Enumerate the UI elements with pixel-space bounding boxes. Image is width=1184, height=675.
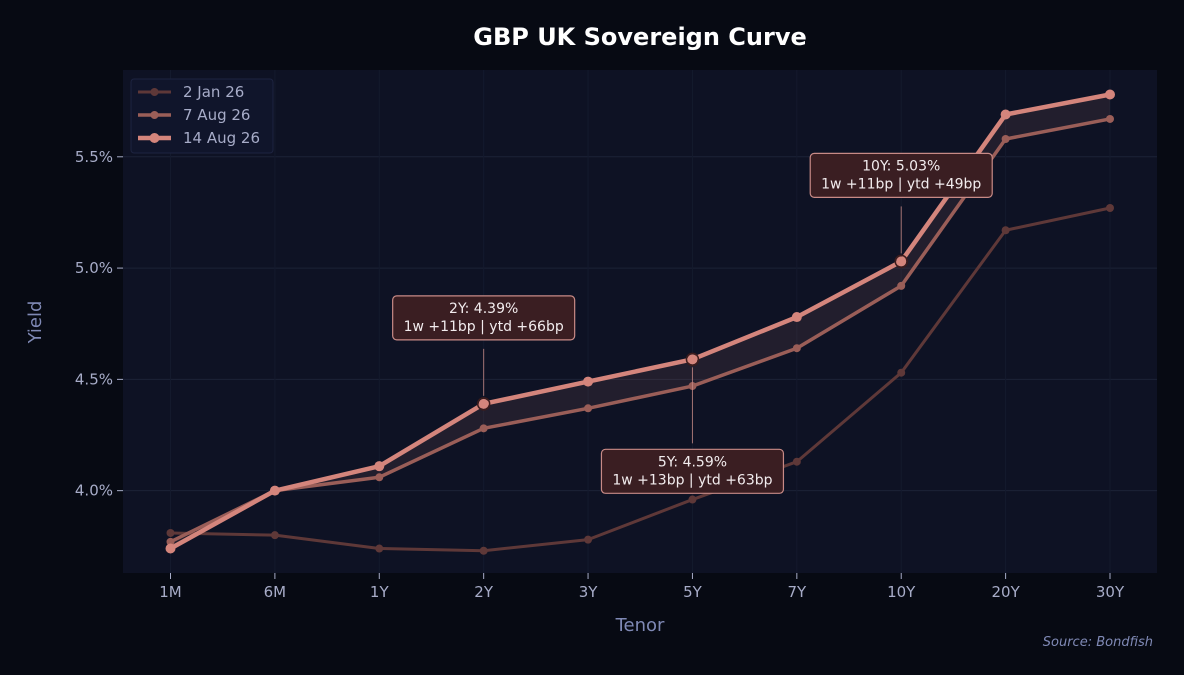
data-point	[687, 354, 698, 365]
data-point	[584, 535, 593, 544]
annotation-text: 1w +11bp | ytd +49bp	[821, 176, 981, 192]
data-point	[165, 543, 176, 554]
legend-marker	[150, 111, 159, 119]
data-point	[688, 495, 697, 504]
y-tick-labels: 4.0% 4.5% 5.0% 5.5%	[75, 148, 113, 500]
chart-title: GBP UK Sovereign Curve	[473, 23, 807, 51]
data-point	[1001, 226, 1010, 235]
data-point	[791, 312, 802, 323]
data-point	[792, 344, 801, 353]
data-point	[1001, 134, 1010, 143]
x-tick-label: 5Y	[683, 583, 703, 601]
data-point	[1106, 114, 1114, 123]
x-tick-label: 10Y	[887, 583, 916, 601]
y-tick-label: 5.0%	[75, 259, 113, 277]
x-axis-label: Tenor	[615, 615, 665, 636]
y-tick-label: 4.0%	[75, 482, 113, 500]
data-point	[583, 376, 594, 387]
x-tick-label: 1M	[159, 583, 182, 601]
series-line	[168, 117, 1112, 544]
annotation-text: 1w +13bp | ytd +63bp	[612, 472, 772, 488]
y-tick-label: 4.5%	[75, 370, 113, 388]
x-tick-labels: 1M 6M 1Y 2Y 3Y 5Y 7Y 10Y 20Y 30Y	[159, 583, 1125, 601]
x-tick-label: 2Y	[474, 583, 494, 601]
y-tick-label: 5.5%	[75, 148, 113, 166]
data-point	[375, 544, 384, 553]
data-point	[374, 461, 385, 472]
series-0	[166, 203, 1114, 555]
data-point	[792, 457, 801, 466]
annotation-text: 1w +11bp | ytd +66bp	[404, 319, 564, 335]
data-point	[1105, 89, 1115, 100]
x-tick-label: 20Y	[991, 583, 1020, 601]
y-axis-label: Yield	[25, 301, 46, 345]
annotation: 10Y: 5.03% 1w +11bp | ytd +49bp	[809, 152, 993, 269]
data-point	[1000, 109, 1011, 120]
data-point	[584, 404, 593, 413]
annotation: 2Y: 4.39% 1w +11bp | ytd +66bp	[392, 295, 576, 411]
series-1	[166, 114, 1114, 546]
legend-marker	[150, 88, 159, 96]
x-tick-label: 1Y	[370, 583, 390, 601]
data-point	[1106, 203, 1114, 212]
legend-box	[130, 78, 274, 154]
legend-item: 2 Jan 26	[138, 83, 244, 101]
legend: 2 Jan 26 7 Aug 26 14 Aug 26	[130, 78, 274, 154]
data-point	[269, 485, 280, 496]
data-point	[479, 424, 488, 433]
source-note: Source: Bondfish	[1043, 635, 1153, 650]
legend-label: 2 Jan 26	[183, 83, 244, 101]
highlight-ring	[894, 254, 908, 269]
annotation-box	[600, 448, 785, 494]
highlight-ring	[476, 397, 491, 411]
annotation-text: 5Y: 4.59%	[658, 454, 727, 470]
data-point	[896, 256, 907, 267]
annotation-text: 2Y: 4.39%	[449, 301, 518, 317]
legend-item: 14 Aug 26	[138, 129, 260, 147]
legend-item: 7 Aug 26	[138, 106, 250, 124]
annotation-box	[809, 152, 993, 199]
annotation: 5Y: 4.59% 1w +13bp | ytd +63bp	[600, 352, 785, 494]
data-point	[897, 281, 906, 290]
data-point	[270, 531, 279, 540]
x-tick-label: 7Y	[787, 583, 807, 601]
data-point	[166, 528, 175, 537]
annotation-text: 10Y: 5.03%	[862, 158, 940, 174]
annotations: 2Y: 4.39% 1w +11bp | ytd +66bp 5Y: 4.59% 1w…	[392, 152, 993, 494]
series-line	[169, 206, 1112, 553]
annotation-box	[392, 295, 576, 341]
highlight-ring	[685, 352, 700, 367]
x-tick-label: 30Y	[1096, 583, 1125, 601]
data-point	[478, 398, 489, 409]
x-tick-label: 6M	[264, 583, 287, 601]
legend-label: 7 Aug 26	[183, 106, 250, 124]
legend-marker	[149, 133, 160, 143]
data-point	[166, 537, 175, 546]
data-point	[897, 368, 906, 377]
legend-label: 14 Aug 26	[183, 129, 260, 147]
data-point	[479, 546, 488, 555]
x-tick-label: 3Y	[579, 583, 599, 601]
data-point	[375, 473, 384, 482]
